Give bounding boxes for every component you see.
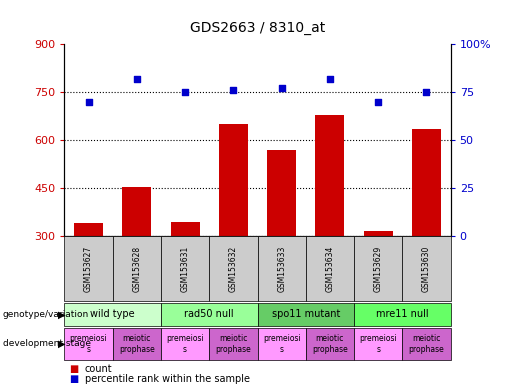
Text: genotype/variation: genotype/variation xyxy=(3,310,89,319)
Bar xyxy=(74,223,103,236)
Text: GSM153627: GSM153627 xyxy=(84,246,93,292)
Text: meiotic
prophase: meiotic prophase xyxy=(119,334,154,354)
Bar xyxy=(219,124,248,236)
Point xyxy=(133,76,141,82)
Text: meiotic
prophase: meiotic prophase xyxy=(312,334,348,354)
Bar xyxy=(123,187,151,236)
Text: GSM153633: GSM153633 xyxy=(277,246,286,292)
Point xyxy=(84,99,93,105)
Text: meiotic
prophase: meiotic prophase xyxy=(215,334,251,354)
Text: premeiosi
s: premeiosi s xyxy=(70,334,108,354)
Text: rad50 null: rad50 null xyxy=(184,310,234,319)
Text: premeiosi
s: premeiosi s xyxy=(166,334,204,354)
Text: GSM153628: GSM153628 xyxy=(132,246,141,292)
Text: meiotic
prophase: meiotic prophase xyxy=(408,334,444,354)
Text: ■: ■ xyxy=(70,364,79,374)
Bar xyxy=(267,150,296,236)
Text: ▶: ▶ xyxy=(58,310,65,319)
Bar xyxy=(170,222,200,236)
Text: premeiosi
s: premeiosi s xyxy=(359,334,397,354)
Point xyxy=(229,87,237,93)
Point xyxy=(181,89,189,95)
Bar xyxy=(364,231,392,236)
Text: mre11 null: mre11 null xyxy=(376,310,428,319)
Text: count: count xyxy=(85,364,113,374)
Point xyxy=(422,89,431,95)
Text: spo11 mutant: spo11 mutant xyxy=(271,310,340,319)
Text: percentile rank within the sample: percentile rank within the sample xyxy=(85,374,250,384)
Text: GSM153632: GSM153632 xyxy=(229,246,238,292)
Text: wild type: wild type xyxy=(90,310,135,319)
Text: GDS2663 / 8310_at: GDS2663 / 8310_at xyxy=(190,21,325,35)
Bar xyxy=(412,129,441,236)
Point xyxy=(374,99,382,105)
Text: ■: ■ xyxy=(70,374,79,384)
Text: premeiosi
s: premeiosi s xyxy=(263,334,301,354)
Text: GSM153634: GSM153634 xyxy=(325,246,334,292)
Text: ▶: ▶ xyxy=(58,339,65,349)
Text: GSM153631: GSM153631 xyxy=(181,246,190,292)
Point xyxy=(278,85,286,91)
Text: GSM153630: GSM153630 xyxy=(422,246,431,292)
Bar xyxy=(315,114,345,236)
Point xyxy=(326,76,334,82)
Text: GSM153629: GSM153629 xyxy=(374,246,383,292)
Text: development stage: development stage xyxy=(3,339,91,348)
